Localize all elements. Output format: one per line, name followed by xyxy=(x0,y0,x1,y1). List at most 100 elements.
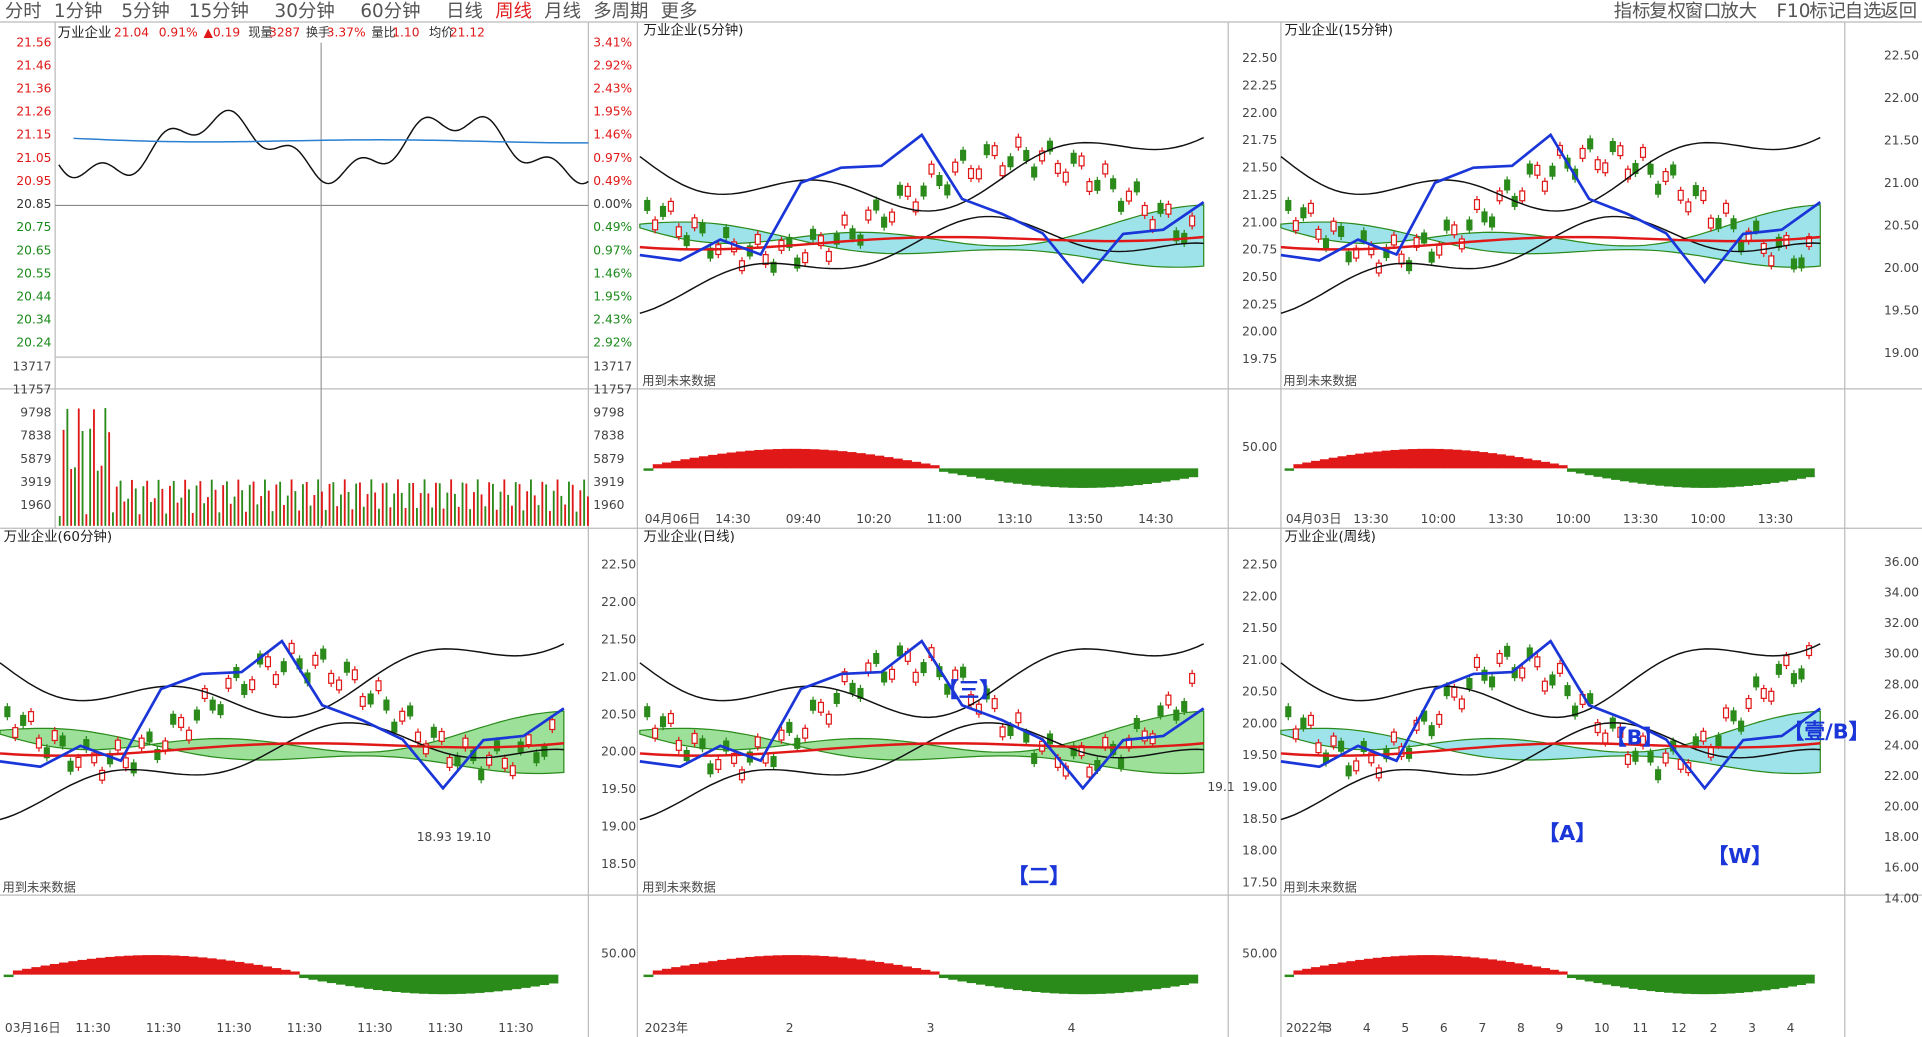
toolbar-button[interactable]: F10 xyxy=(1776,1,1810,22)
candle-body xyxy=(1117,200,1125,212)
toolbar-button[interactable]: 返回 xyxy=(1880,1,1917,22)
volume-bar xyxy=(81,431,84,526)
candle-body xyxy=(1519,667,1526,679)
indicator-bar xyxy=(1725,468,1736,488)
candle-body xyxy=(817,701,825,713)
price-label: 18.93 xyxy=(417,830,452,844)
percent-tick: 2.92% xyxy=(593,58,632,72)
indicator-bar xyxy=(1077,974,1088,995)
candle-body xyxy=(549,719,556,731)
indicator-bar xyxy=(1805,468,1815,478)
price-tick: 21.36 xyxy=(16,82,51,96)
candle-body xyxy=(1353,760,1360,772)
price-tick: 20.34 xyxy=(16,313,51,327)
volume-bar xyxy=(568,481,570,526)
volume-bar xyxy=(435,482,437,526)
toolbar-button[interactable]: 指标 xyxy=(1614,1,1651,22)
toolbar-tab[interactable]: 5分钟 xyxy=(121,1,169,22)
candle-body xyxy=(1564,685,1571,697)
x-tick-label: 4 xyxy=(1363,1021,1371,1035)
price-tick: 20.00 xyxy=(601,745,636,759)
candle-body xyxy=(881,671,888,683)
indicator-bar xyxy=(1522,964,1533,975)
indicator-bar xyxy=(1752,974,1762,992)
toolbar-button[interactable]: 自选 xyxy=(1845,1,1882,22)
indicator-bar xyxy=(1770,974,1780,990)
candle-body xyxy=(1031,753,1038,765)
toolbar-button[interactable]: 窗口 xyxy=(1685,1,1722,22)
indicator-bar xyxy=(809,955,820,975)
panel-title: 万业企业(60分钟) xyxy=(4,528,112,545)
curve xyxy=(0,643,565,719)
price-tick: 14.00 xyxy=(1884,891,1919,905)
indicator-bar xyxy=(828,956,839,975)
toolbar-tab[interactable]: 30分钟 xyxy=(275,1,335,22)
curve xyxy=(1280,643,1821,719)
volume-bar xyxy=(324,509,327,526)
toolbar-button[interactable]: 放大 xyxy=(1720,1,1757,22)
candle-body xyxy=(1165,694,1172,706)
candle-body xyxy=(67,760,74,772)
candle-body xyxy=(1519,190,1526,202)
band xyxy=(639,710,1205,775)
indicator-bar xyxy=(31,967,42,975)
toolbar-tab[interactable]: 更多 xyxy=(661,1,698,22)
indicator-bar xyxy=(1681,974,1692,994)
toolbar-tab[interactable]: 周线 xyxy=(495,1,532,22)
volume-bar xyxy=(283,504,285,526)
price-tick: 22.00 xyxy=(1242,106,1277,120)
toolbar-tab[interactable]: 分时 xyxy=(5,1,42,22)
volume-bar xyxy=(115,486,118,526)
candle-body xyxy=(1617,726,1624,738)
candle-body xyxy=(525,734,532,746)
volume-bar xyxy=(58,516,61,526)
toolbar-tab[interactable]: 日线 xyxy=(446,1,483,22)
indicator-bar xyxy=(698,456,709,469)
percent-tick: 1.46% xyxy=(593,128,632,142)
indicator-bar xyxy=(1319,459,1330,469)
price-tick: 16.00 xyxy=(1884,861,1919,875)
candle-body xyxy=(1504,179,1511,191)
candle-body xyxy=(1481,669,1488,681)
indicator-bar xyxy=(1796,974,1806,986)
indicator-bar xyxy=(160,955,171,975)
candle-body xyxy=(1700,730,1707,742)
candle-body xyxy=(1496,652,1503,664)
toolbar-tab[interactable]: 60分钟 xyxy=(360,1,420,22)
indicator-bar xyxy=(1132,468,1143,486)
toolbar-tab[interactable]: 15分钟 xyxy=(189,1,249,22)
x-tick-label: 10:20 xyxy=(856,512,891,526)
candle-body xyxy=(928,163,935,175)
toolbar-button[interactable]: 标记 xyxy=(1809,1,1846,22)
indicator-bar xyxy=(975,974,986,985)
price-tick: 22.50 xyxy=(601,557,636,571)
volume-bar xyxy=(488,482,491,526)
candle-body xyxy=(975,703,982,715)
indicator-bar xyxy=(1469,957,1480,975)
price-tick: 22.50 xyxy=(1242,51,1277,65)
volume-bar xyxy=(245,511,247,526)
candle-body xyxy=(1798,668,1805,680)
price-tick: 20.75 xyxy=(16,220,51,234)
x-tick-label: 14:30 xyxy=(715,512,750,526)
price-tick: 19.00 xyxy=(1242,780,1277,794)
candle-body xyxy=(438,730,445,742)
price-tick: 30.00 xyxy=(1884,647,1919,661)
toolbar-tab[interactable]: 月线 xyxy=(544,1,581,22)
indicator-bar xyxy=(1558,971,1568,975)
price-tick: 21.15 xyxy=(16,128,51,142)
indicator-bar xyxy=(1346,961,1356,975)
toolbar-button[interactable]: 复权 xyxy=(1649,1,1686,22)
price-tick: 19.00 xyxy=(1884,346,1919,360)
indicator-bar xyxy=(1151,974,1162,990)
indicator-bar xyxy=(409,974,420,994)
candle-body xyxy=(999,726,1006,738)
candle-body xyxy=(1189,672,1196,684)
candle-body xyxy=(1285,706,1292,718)
indicator-bar xyxy=(262,966,273,975)
indicator-bar xyxy=(326,974,337,984)
percent-tick: 1.95% xyxy=(593,105,632,119)
candle-body xyxy=(1632,162,1639,175)
toolbar-tab[interactable]: 1分钟 xyxy=(54,1,102,22)
toolbar-tab[interactable]: 多周期 xyxy=(593,1,648,22)
